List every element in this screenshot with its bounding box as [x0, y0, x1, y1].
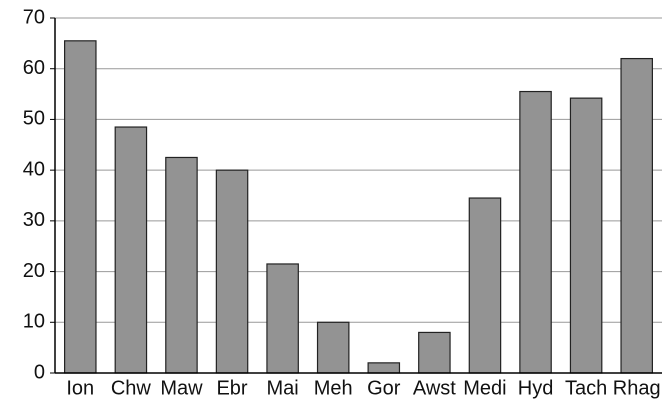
bar — [114, 126, 148, 374]
y-tick-label: 30 — [23, 209, 45, 231]
bar — [569, 97, 603, 374]
x-tick-label: Gor — [367, 377, 401, 399]
y-tick-label: 0 — [34, 361, 45, 383]
x-tick-label: Ebr — [216, 377, 247, 399]
bar — [468, 197, 502, 374]
x-tick-label: Maw — [160, 377, 203, 399]
x-tick-label: Ion — [66, 377, 94, 399]
x-tick-label: Meh — [314, 377, 353, 399]
bar — [519, 90, 552, 374]
bar — [64, 40, 97, 374]
x-tick-label: Awst — [413, 377, 456, 399]
bar — [620, 57, 653, 374]
y-tick-label: 20 — [23, 260, 45, 282]
bar — [266, 263, 299, 374]
bar — [367, 362, 401, 374]
y-tick-label: 50 — [23, 108, 45, 130]
x-tick-label: Tach — [565, 377, 607, 399]
y-tick-label: 10 — [23, 311, 45, 333]
bar — [418, 331, 451, 374]
x-tick-label: Hyd — [518, 377, 554, 399]
x-tick-label: Medi — [463, 377, 506, 399]
bar — [215, 169, 249, 374]
bar — [165, 156, 198, 374]
x-tick-label: Rhag — [613, 377, 661, 399]
x-tick-label: Mai — [267, 377, 299, 399]
y-tick-label: 40 — [23, 158, 45, 180]
bar — [316, 321, 350, 374]
y-tick-label: 60 — [23, 57, 45, 79]
x-tick-label: Chw — [111, 377, 152, 399]
y-tick-label: 70 — [23, 6, 45, 28]
